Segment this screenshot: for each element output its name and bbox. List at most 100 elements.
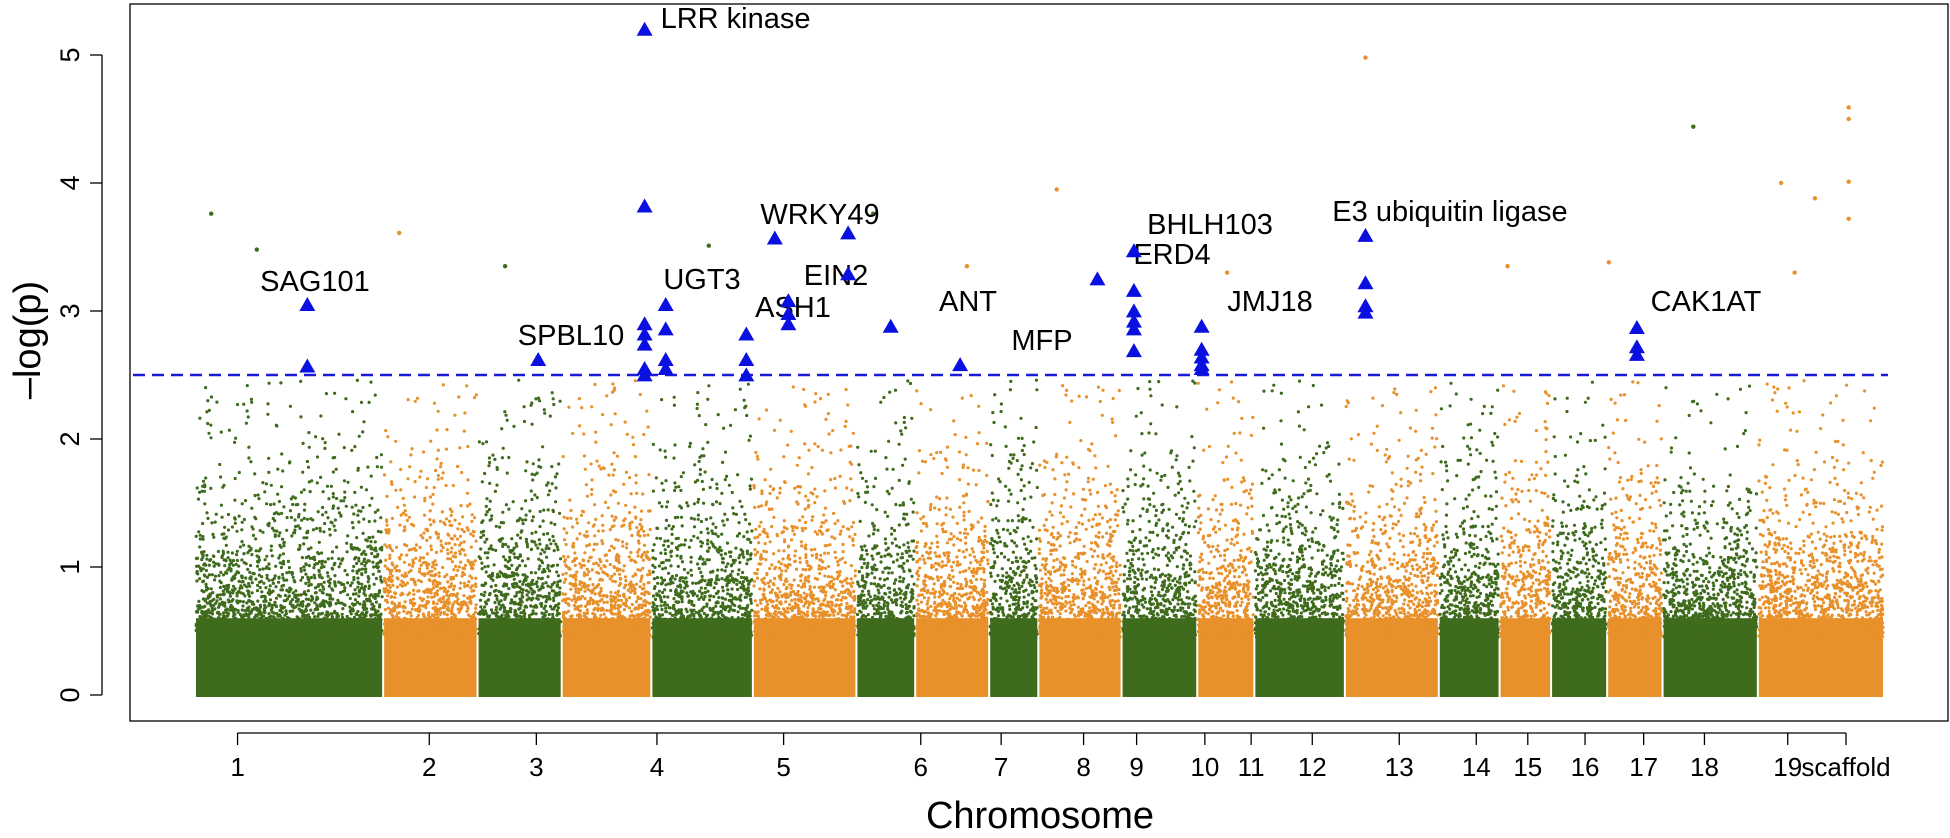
gene-marker-extra-1-0 bbox=[299, 358, 316, 373]
chromosome-5-scatter bbox=[650, 382, 754, 639]
x-tick-label-15: 15 bbox=[1513, 752, 1542, 782]
y-tick-label-2: 2 bbox=[55, 431, 85, 446]
chromosome-11-dense-band bbox=[1122, 618, 1197, 697]
chromosome-3-scatter bbox=[477, 378, 563, 639]
snp-points bbox=[194, 55, 1885, 697]
gene-label-cak1at: CAK1AT bbox=[1651, 286, 1762, 318]
chromosome-18-scatter bbox=[1606, 380, 1663, 639]
gene-marker-unlabeled-7 bbox=[840, 225, 857, 240]
notable-point-4 bbox=[1846, 179, 1851, 184]
gene-marker-extra-13-0 bbox=[1357, 275, 1374, 290]
chromosome-scaffold-points bbox=[1757, 379, 1885, 639]
gene-marker-extra-4-1 bbox=[738, 367, 755, 382]
x-tick-label-9: 9 bbox=[1129, 752, 1143, 782]
chromosome-7-scatter bbox=[855, 379, 916, 639]
x-axis-label: Chromosome bbox=[926, 795, 1154, 837]
notable-point-15 bbox=[502, 264, 508, 269]
chromosome-6-scatter bbox=[752, 385, 857, 639]
chromosome-8-points bbox=[914, 389, 990, 639]
chromosome-scaffold-scatter bbox=[1757, 379, 1885, 639]
chromosome-17-points bbox=[1550, 380, 1608, 639]
highlighted-gene-markers: LRR kinaseSAG101SPBL10UGT3ASH1EIN2WRKY49… bbox=[260, 3, 1762, 382]
gene-marker-extra-0-2 bbox=[636, 326, 653, 341]
x-tick-label-4: 4 bbox=[650, 752, 664, 782]
gene-marker-ein2 bbox=[780, 293, 797, 308]
notable-point-18 bbox=[1505, 264, 1510, 269]
gene-marker-extra-7-0 bbox=[840, 266, 857, 281]
notable-point-8 bbox=[209, 211, 214, 216]
gene-marker-cak1at bbox=[1628, 320, 1645, 335]
chromosome-4-points bbox=[561, 379, 652, 639]
gene-marker-extra-11-0 bbox=[1125, 282, 1142, 297]
gene-marker-erd4 bbox=[1089, 271, 1106, 286]
gene-marker-extra-4-0 bbox=[738, 352, 755, 367]
notable-point-12 bbox=[397, 230, 402, 236]
gene-marker-extra-0-0 bbox=[636, 198, 653, 213]
chromosome-7-points bbox=[855, 379, 916, 639]
gene-label-sag101: SAG101 bbox=[260, 266, 370, 298]
gene-marker-extra-3-1 bbox=[657, 352, 674, 367]
x-tick-label-19: 19 bbox=[1773, 752, 1802, 782]
notable-point-11 bbox=[1846, 216, 1851, 222]
chromosome-9-points bbox=[988, 378, 1039, 639]
notable-point-14 bbox=[706, 243, 711, 248]
gene-marker-extra-5-1 bbox=[780, 316, 797, 331]
notable-point-20 bbox=[1224, 270, 1230, 275]
gene-marker-ash1 bbox=[738, 326, 755, 341]
notable-point-1 bbox=[1846, 105, 1851, 110]
y-tick-label-5: 5 bbox=[55, 47, 85, 62]
y-axis-label: –log(p) bbox=[7, 281, 49, 399]
gene-label-jmj18: JMJ18 bbox=[1227, 286, 1312, 318]
gene-marker-extra-14-0 bbox=[1628, 339, 1645, 354]
notable-point-5 bbox=[1778, 180, 1784, 186]
gene-marker-extra-5-0 bbox=[780, 305, 797, 320]
gene-marker-extra-0-5 bbox=[636, 367, 653, 382]
gene-marker-mfp bbox=[952, 357, 969, 372]
notable-point-7 bbox=[1054, 187, 1059, 192]
notable-point-13 bbox=[254, 247, 260, 252]
gene-marker-extra-3-0 bbox=[657, 321, 674, 336]
gene-label-e3-ubiquitin-ligase: E3 ubiquitin ligase bbox=[1332, 196, 1567, 228]
chromosome-12-points bbox=[1196, 380, 1255, 639]
notable-point-0 bbox=[1363, 55, 1368, 60]
chromosome-15-scatter bbox=[1438, 381, 1500, 639]
gene-label-bhlh103: BHLH103 bbox=[1147, 209, 1273, 241]
gene-marker-sag101 bbox=[299, 297, 316, 311]
gene-label-ant: ANT bbox=[939, 286, 997, 318]
x-tick-label-6: 6 bbox=[914, 752, 928, 782]
chromosome-14-scatter bbox=[1344, 386, 1440, 639]
gene-marker-extra-14-1 bbox=[1628, 346, 1645, 361]
x-tick-label-1: 1 bbox=[230, 752, 244, 782]
gene-marker-extra-0-1 bbox=[636, 316, 653, 331]
x-tick-label-16: 16 bbox=[1571, 752, 1600, 782]
gene-marker-extra-11-4 bbox=[1125, 343, 1142, 358]
chromosome-1-points bbox=[194, 378, 384, 639]
gene-marker-jmj18 bbox=[1193, 318, 1210, 333]
gene-marker-extra-13-2 bbox=[1357, 304, 1374, 319]
gene-label-ein2: EIN2 bbox=[804, 260, 868, 292]
chromosome-11-scatter bbox=[1121, 379, 1198, 639]
chromosome-17-scatter bbox=[1550, 380, 1608, 639]
gene-marker-ant bbox=[882, 318, 899, 333]
notable-point-19 bbox=[964, 264, 970, 269]
x-tick-label-12: 12 bbox=[1298, 752, 1327, 782]
x-tick-label-14: 14 bbox=[1462, 752, 1491, 782]
chromosome-11-points bbox=[1121, 379, 1198, 639]
chromosome-16-scatter bbox=[1499, 384, 1552, 639]
y-tick-label-3: 3 bbox=[55, 303, 85, 318]
gene-marker-bhlh103 bbox=[1125, 243, 1142, 258]
y-tick-label-1: 1 bbox=[55, 559, 85, 574]
chromosome-16-points bbox=[1499, 384, 1552, 639]
gene-marker-e3-ubiquitin-ligase bbox=[1357, 227, 1374, 242]
y-tick-label-0: 0 bbox=[55, 687, 85, 702]
y-tick-label-4: 4 bbox=[55, 175, 85, 190]
chromosome-19-points bbox=[1662, 384, 1759, 639]
x-tick-label-13: 13 bbox=[1385, 752, 1414, 782]
gene-marker-extra-11-3 bbox=[1125, 321, 1142, 336]
chromosome-3-points bbox=[477, 378, 563, 639]
chromosome-4-scatter bbox=[561, 379, 652, 639]
gene-label-spbl10: SPBL10 bbox=[518, 320, 624, 352]
chromosome-6-points bbox=[752, 385, 857, 639]
gene-marker-extra-12-3 bbox=[1193, 361, 1210, 375]
